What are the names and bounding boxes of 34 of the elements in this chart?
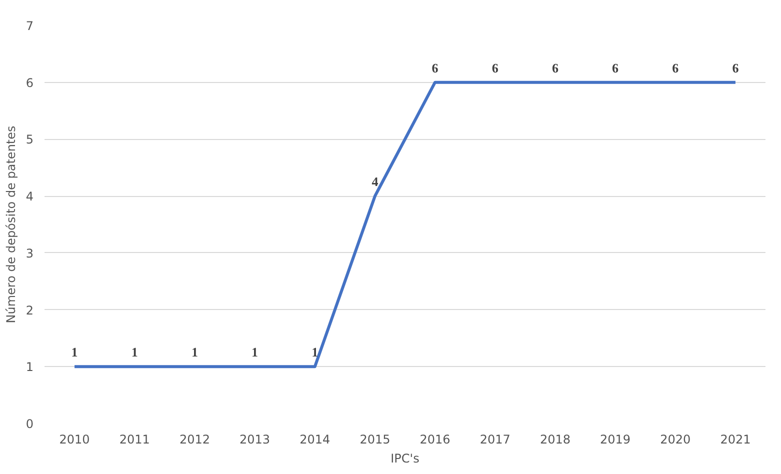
data-label: 1 xyxy=(252,344,258,360)
y-tick-label: 7 xyxy=(26,19,34,33)
data-label: 1 xyxy=(131,344,138,360)
data-label: 1 xyxy=(312,344,318,360)
y-tick-label: 5 xyxy=(26,132,34,147)
y-axis-title: Número de depósito de patentes xyxy=(4,126,18,324)
data-label: 6 xyxy=(672,60,680,76)
data-label: 6 xyxy=(492,60,499,76)
x-tick-label: 2010 xyxy=(59,432,90,446)
x-tick-label: 2014 xyxy=(300,432,330,446)
y-tick-label: 3 xyxy=(26,246,34,260)
x-tick-label: 2019 xyxy=(600,432,631,446)
y-tick-label: 0 xyxy=(26,417,34,431)
data-label: 4 xyxy=(372,174,379,190)
x-tick-label: 2015 xyxy=(360,432,390,446)
data-label: 6 xyxy=(612,60,620,76)
x-tick-label: 2013 xyxy=(240,432,270,446)
x-tick-label: 2012 xyxy=(179,432,210,446)
y-tick-label: 1 xyxy=(26,360,34,374)
x-axis-title: IPC's xyxy=(390,452,420,466)
data-label: 1 xyxy=(191,344,198,360)
x-tick-label: 2017 xyxy=(480,432,510,446)
x-tick-label: 2011 xyxy=(119,432,150,446)
data-label: 6 xyxy=(552,60,559,76)
data-label: 6 xyxy=(432,60,439,76)
x-tick-label: 2018 xyxy=(540,432,570,446)
x-tick-label: 2016 xyxy=(420,432,450,446)
data-label: 1 xyxy=(71,344,78,360)
x-tick-label: 2021 xyxy=(720,432,751,446)
data-label: 6 xyxy=(732,60,740,76)
x-tick-label: 2020 xyxy=(660,432,691,446)
y-tick-label: 4 xyxy=(26,190,34,204)
y-tick-label: 6 xyxy=(26,76,34,90)
y-tick-label: 2 xyxy=(26,303,34,318)
